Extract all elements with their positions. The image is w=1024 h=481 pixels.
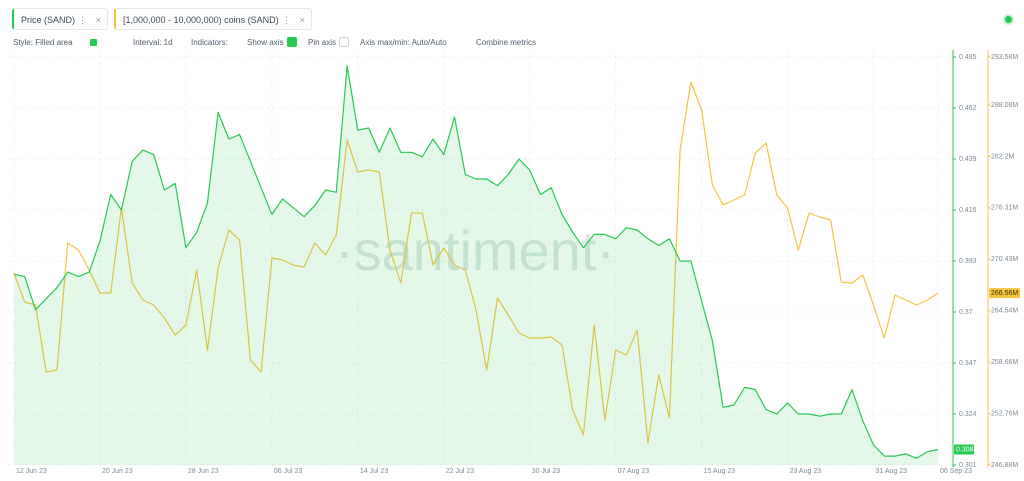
y2-tick-label: 276.31M <box>991 205 1018 212</box>
last-value-badge <box>954 444 974 455</box>
x-tick-label: 23 Aug 23 <box>790 468 822 475</box>
y2-tick-label: 282.2M <box>991 153 1015 160</box>
color-swatch[interactable] <box>90 39 97 46</box>
style-select[interactable]: Style: Filled area <box>13 38 73 47</box>
y2-tick-label: 252.76M <box>991 410 1018 417</box>
last-value-label: 266.56M <box>991 290 1018 297</box>
show-axis-checkbox[interactable] <box>287 37 297 47</box>
pin-axis-label[interactable]: Pin axis <box>308 38 337 47</box>
line <box>13 65 939 459</box>
last-value-badge <box>989 288 1020 299</box>
y-tick-label: 0.393 <box>959 258 977 265</box>
axis-minmax-select[interactable]: Axis max/min: Auto/Auto <box>360 38 447 47</box>
tab-close[interactable]: × <box>95 15 101 25</box>
interval-select[interactable]: Interval: 1d <box>133 38 173 47</box>
y-tick-label: 0.301 <box>959 462 977 469</box>
y2-tick-label: 258.66M <box>991 359 1018 366</box>
pin-axis-checkbox[interactable] <box>339 37 349 47</box>
y-tick-label: 0.347 <box>959 360 977 367</box>
line <box>13 81 939 444</box>
tab-menu[interactable]: ⋮ <box>78 15 87 25</box>
tab-close[interactable]: × <box>299 15 305 25</box>
tab-menu[interactable]: ⋮ <box>282 15 291 25</box>
metric-tab[interactable]: Price (SAND) ⋮ × <box>12 8 108 30</box>
x-tick-label: 31 Aug 23 <box>876 468 908 475</box>
indicators-select[interactable]: Indicators: <box>191 38 228 47</box>
y-tick-label: 0.462 <box>959 105 977 112</box>
show-axis-label[interactable]: Show axis <box>247 38 284 47</box>
y2-tick-label: 288.08M <box>991 102 1018 109</box>
x-tick-label: 12 Jun 23 <box>16 468 47 475</box>
x-tick-label: 06 Jul 23 <box>274 468 303 475</box>
status-dot <box>1005 16 1012 23</box>
y2-tick-label: 246.88M <box>991 462 1018 469</box>
y-tick-label: 0.416 <box>959 207 977 214</box>
last-value-label: 0.308 <box>956 446 974 453</box>
y-tick-label: 0.324 <box>959 411 977 418</box>
area <box>14 65 938 466</box>
x-tick-label: 30 Jul 23 <box>532 468 561 475</box>
watermark: ·santiment· <box>335 219 615 282</box>
metric-tab[interactable]: [1,000,000 - 10,000,000) coins (SAND) ⋮ × <box>114 8 312 30</box>
tab-label: [1,000,000 - 10,000,000) coins (SAND) <box>123 15 279 25</box>
x-tick-label: 07 Aug 23 <box>618 468 650 475</box>
y-tick-label: 0.485 <box>959 54 977 61</box>
y2-tick-label: 293.58M <box>991 54 1018 61</box>
y2-tick-label: 264.54M <box>991 308 1018 315</box>
y-tick-label: 0.37 <box>959 309 973 316</box>
x-tick-label: 06 Sep 23 <box>940 468 972 475</box>
x-tick-label: 28 Jun 23 <box>188 468 219 475</box>
y-tick-label: 0.439 <box>959 156 977 163</box>
x-tick-label: 15 Aug 23 <box>704 468 736 475</box>
y2-tick-label: 270.43M <box>991 256 1018 263</box>
combine-metrics-button[interactable]: Combine metrics <box>476 38 537 47</box>
x-tick-label: 22 Jul 23 <box>446 468 475 475</box>
tab-label: Price (SAND) <box>21 15 76 25</box>
x-tick-label: 14 Jul 23 <box>360 468 389 475</box>
x-tick-label: 20 Jun 23 <box>102 468 133 475</box>
